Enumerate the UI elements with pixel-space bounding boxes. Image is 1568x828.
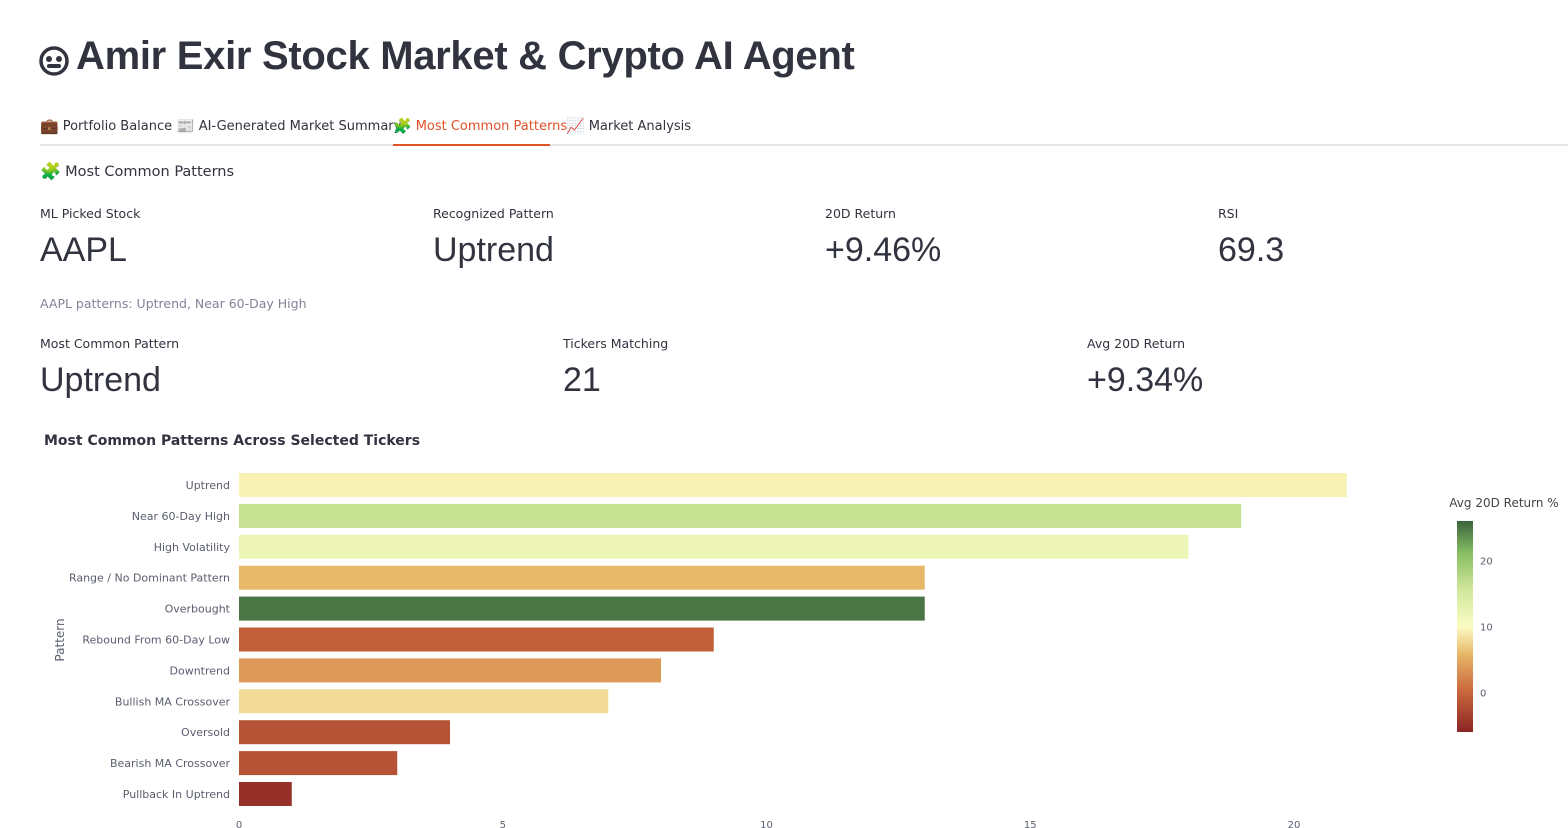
- metric-value: +9.46%: [825, 231, 942, 269]
- tab-market-analysis[interactable]: 📈 Market Analysis: [566, 108, 691, 144]
- bar: [239, 751, 398, 776]
- puzzle-icon: 🧩: [393, 117, 412, 135]
- metric-value: +9.34%: [1087, 361, 1204, 399]
- tab-label: AI-Generated Market Summary: [198, 118, 402, 134]
- bar: [239, 689, 609, 714]
- y-tick-label: Overbought: [165, 603, 231, 616]
- newspaper-icon: 📰: [176, 117, 195, 135]
- metric-avg-20d-return: Avg 20D Return +9.34%: [1087, 336, 1203, 400]
- y-axis-title: Pattern: [53, 618, 67, 661]
- metric-label: Recognized Pattern: [433, 206, 554, 221]
- metric-label: Tickers Matching: [563, 336, 669, 351]
- y-tick-label: Downtrend: [170, 664, 230, 677]
- colorbar-tick-label: 20: [1480, 557, 1493, 568]
- colorbar-tick-label: 10: [1480, 623, 1493, 634]
- metric-value: 69.3: [1218, 231, 1285, 269]
- y-tick-label: Bearish MA Crossover: [110, 757, 231, 770]
- y-tick-label: Oversold: [181, 726, 230, 739]
- tab-ai-market-summary[interactable]: 📰 AI-Generated Market Summary: [176, 108, 401, 144]
- colorbar-title: Avg 20D Return %: [1449, 496, 1558, 510]
- metric-most-common-pattern: Most Common Pattern Uptrend: [40, 336, 179, 400]
- tab-label: Most Common Patterns: [415, 118, 568, 134]
- x-tick-label: 0: [236, 820, 242, 828]
- metric-tickers-matching: Tickers Matching 21: [563, 336, 668, 400]
- metric-value: AAPL: [40, 231, 127, 269]
- metric-recognized-pattern: Recognized Pattern Uptrend: [433, 206, 554, 270]
- tab-label: Market Analysis: [588, 118, 692, 134]
- metric-label: 20D Return: [825, 206, 896, 221]
- x-tick-label: 10: [760, 820, 773, 828]
- y-tick-label: Rebound From 60-Day Low: [82, 634, 230, 647]
- x-tick-label: 15: [1024, 820, 1037, 828]
- bar: [239, 627, 714, 652]
- x-tick-label: 20: [1288, 820, 1301, 828]
- metric-label: Most Common Pattern: [40, 336, 180, 351]
- bar: [239, 534, 1189, 559]
- robot-face-icon: [38, 41, 70, 76]
- page-title: Amir Exir Stock Market & Crypto AI Agent: [38, 34, 855, 79]
- metric-value: 21: [563, 361, 601, 399]
- y-tick-label: Near 60-Day High: [132, 510, 230, 523]
- tab-portfolio-balance[interactable]: 💼 Portfolio Balance: [40, 108, 172, 144]
- y-tick-label: Bullish MA Crossover: [115, 695, 231, 708]
- chart-increasing-icon: 📈: [566, 117, 585, 135]
- patterns-caption: AAPL patterns: Uptrend, Near 60-Day High: [40, 296, 307, 311]
- puzzle-icon: 🧩: [40, 162, 62, 182]
- x-tick-label: 5: [500, 820, 506, 828]
- tab-most-common-patterns[interactable]: 🧩 Most Common Patterns: [393, 108, 567, 146]
- bar: [239, 473, 1347, 497]
- bar: [239, 565, 925, 590]
- colorbar: [1457, 521, 1473, 732]
- chart-title: Most Common Patterns Across Selected Tic…: [44, 433, 421, 449]
- briefcase-icon: 💼: [40, 117, 59, 135]
- y-tick-label: Range / No Dominant Pattern: [69, 572, 230, 585]
- bar: [239, 658, 661, 683]
- metric-label: RSI: [1218, 206, 1239, 221]
- y-tick-label: Uptrend: [186, 479, 230, 492]
- metric-ml-picked-stock: ML Picked Stock AAPL: [40, 206, 140, 270]
- metric-label: Avg 20D Return: [1087, 336, 1186, 351]
- section-header: 🧩 Most Common Patterns: [40, 162, 234, 182]
- tab-bar: 💼 Portfolio Balance 📰 AI-Generated Marke…: [40, 108, 1568, 146]
- metric-rsi: RSI 69.3: [1218, 206, 1284, 270]
- metric-value: Uptrend: [40, 361, 161, 399]
- colorbar-tick-label: 0: [1480, 688, 1486, 699]
- metric-value: Uptrend: [433, 231, 554, 269]
- bar: [239, 596, 925, 621]
- bar: [239, 503, 1242, 528]
- y-tick-label: Pullback In Uptrend: [123, 788, 230, 801]
- title-text: Amir Exir Stock Market & Crypto AI Agent: [76, 34, 855, 78]
- y-tick-label: High Volatility: [154, 541, 231, 554]
- metric-20d-return: 20D Return +9.46%: [825, 206, 941, 270]
- tab-label: Portfolio Balance: [62, 118, 173, 134]
- section-title: Most Common Patterns: [65, 164, 235, 180]
- bar: [239, 782, 292, 806]
- bar: [239, 720, 450, 745]
- metric-label: ML Picked Stock: [40, 206, 141, 221]
